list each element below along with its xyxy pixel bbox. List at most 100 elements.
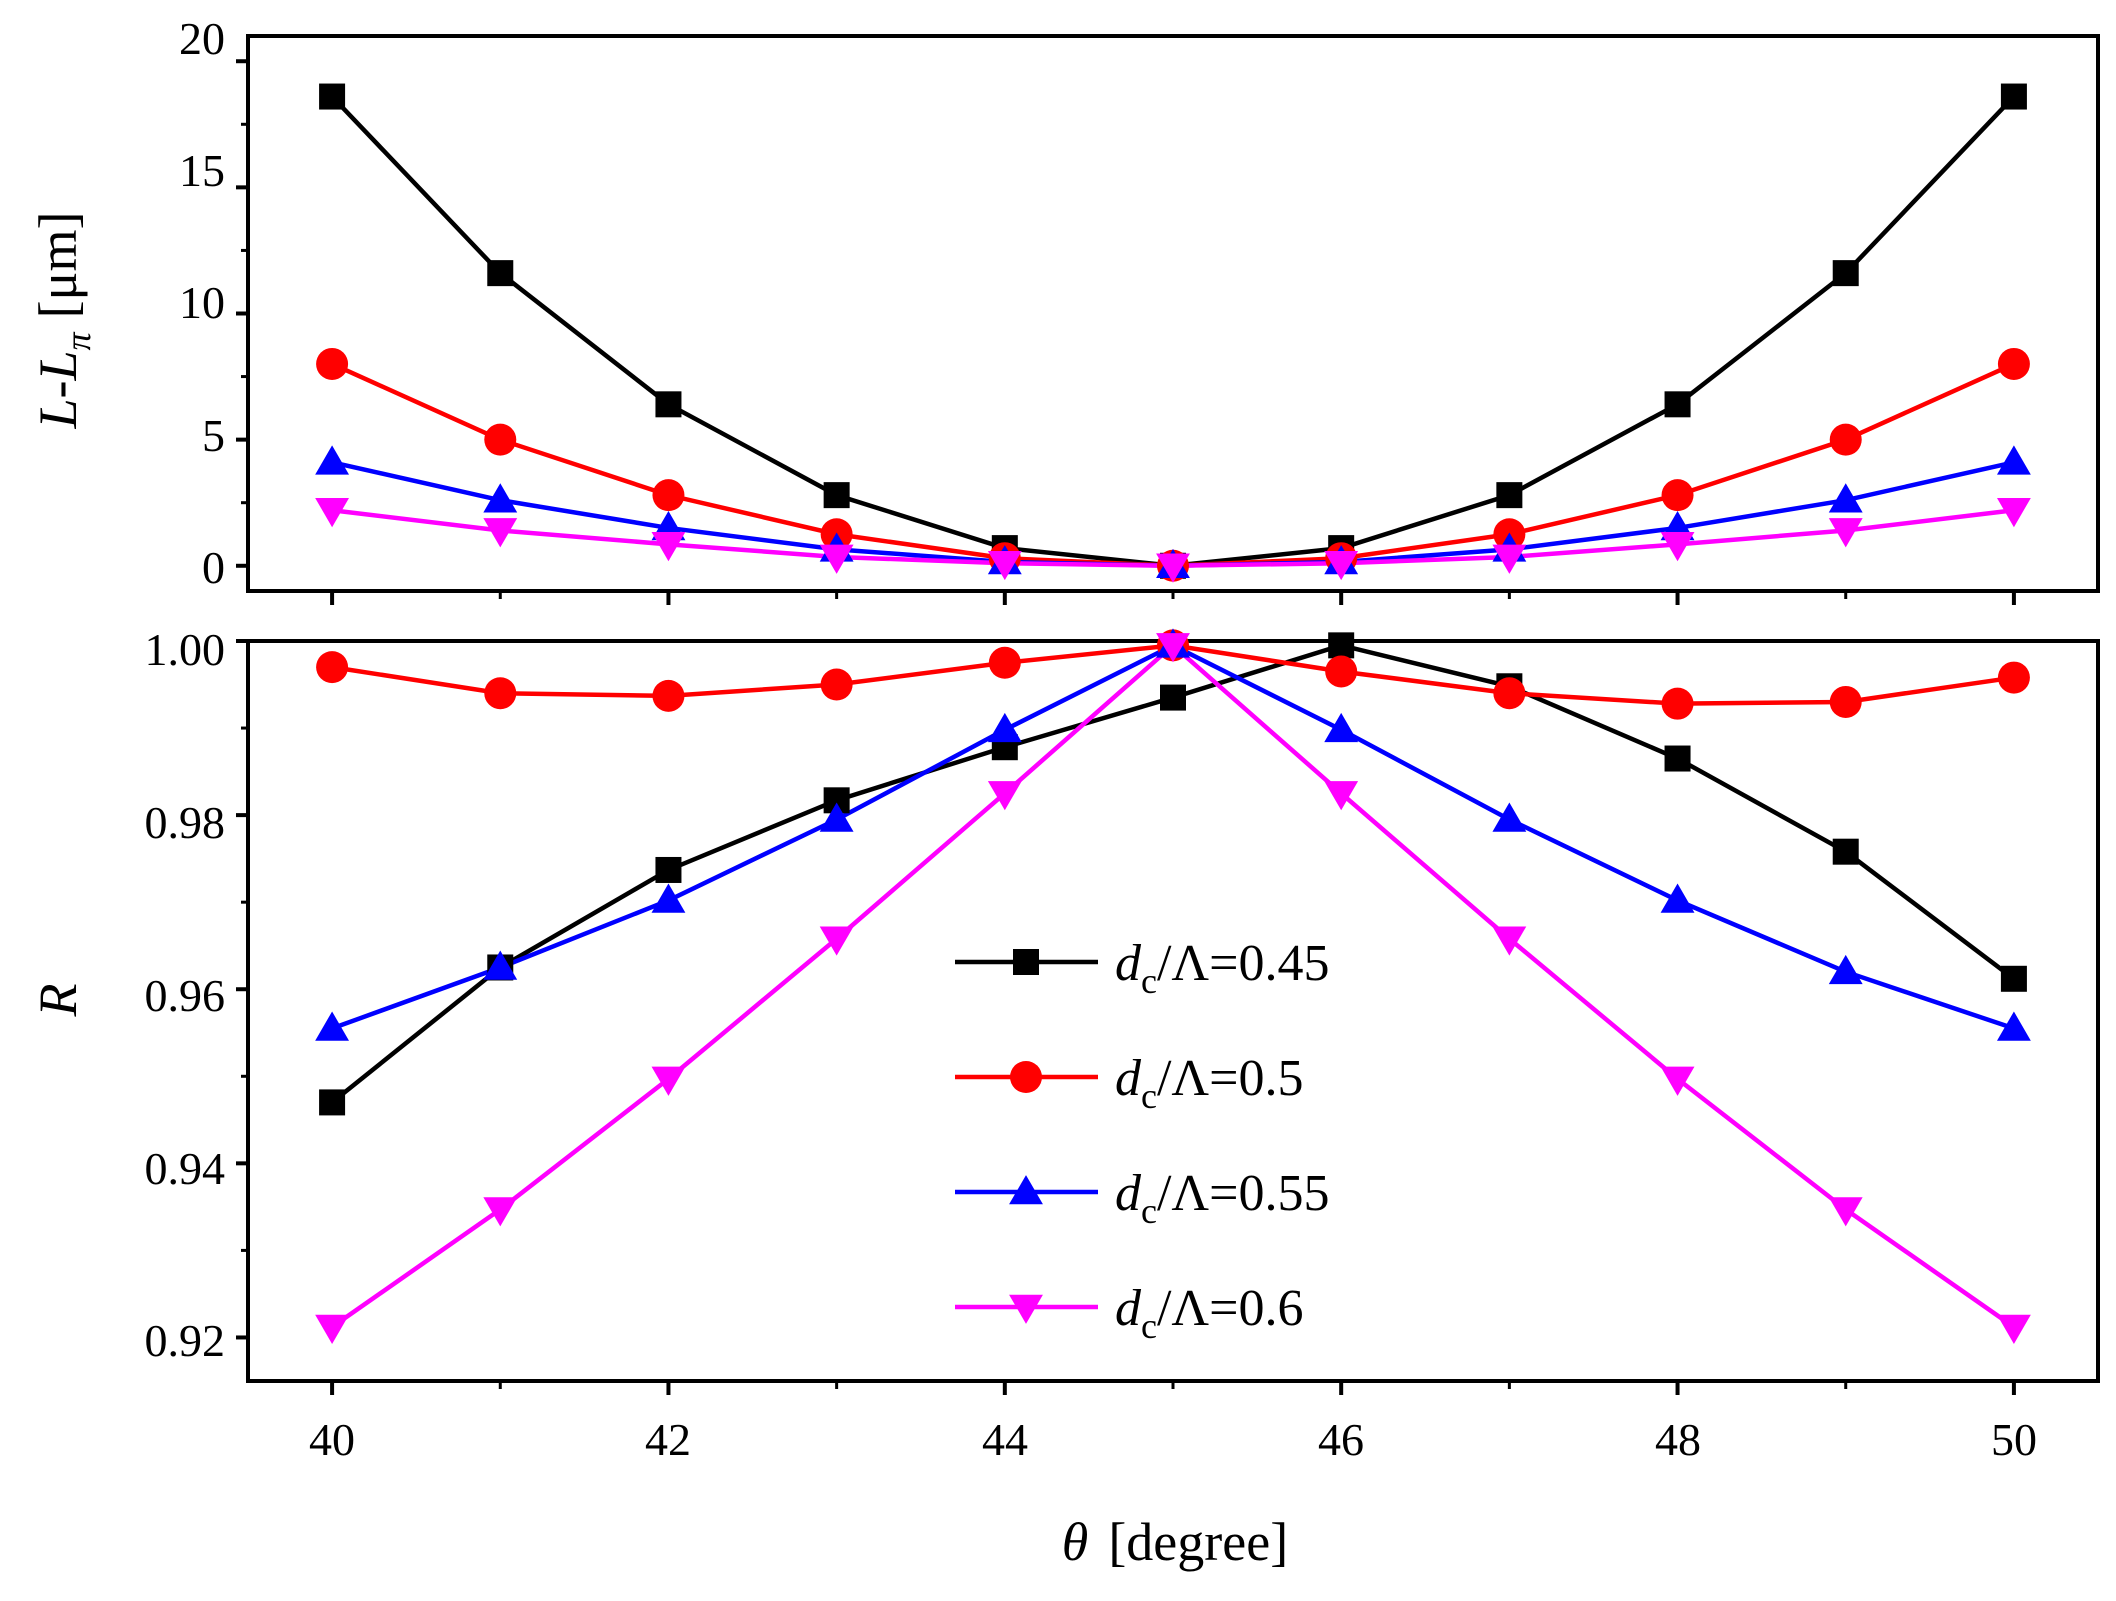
- panel-1-series-3-point-4: [987, 781, 1022, 811]
- panel-1-series-3-point-5: [1156, 633, 1190, 663]
- panel-1-series-3-point-9: [1828, 1197, 1863, 1227]
- top-y-axis-title-unit: [μm]: [28, 211, 88, 318]
- legend-symbol-0.6: [955, 1294, 1098, 1324]
- panel-0-series-3-point-0: [315, 497, 350, 528]
- panel-0-series-0-point-3: [823, 482, 850, 509]
- top-panel: 0 5 10 15 20 L-Lπ [μm]: [28, 13, 2100, 605]
- panel-1-series-0-point-9: [1832, 838, 1859, 865]
- panel-1-series-1-point-7: [1493, 677, 1526, 710]
- top-y-tick-label-20: 20: [179, 13, 225, 64]
- x-tick-label-44: 44: [982, 1414, 1028, 1465]
- panel-1-series-2-point-0: [315, 1011, 350, 1041]
- x-axis-title: θ [degree]: [1062, 1512, 1288, 1572]
- legend-label-0.6-sub: c: [1141, 1306, 1157, 1346]
- panel-1-series-1-point-3: [820, 668, 853, 701]
- panel-0-series-line-0: [330, 94, 2016, 569]
- panel-1-series-3-point-3: [819, 926, 854, 956]
- panel-0-series-2-point-0: [315, 445, 350, 475]
- panel-1-series-1-point-4: [988, 646, 1021, 679]
- panel-1-series-1-point-0: [316, 651, 349, 684]
- bottom-series-group: [315, 628, 2031, 1344]
- panel-0-series-0-point-9: [1832, 260, 1859, 287]
- legend-symbol-0.55: [955, 1175, 1098, 1205]
- panel-1-series-1-point-9: [1829, 685, 1862, 718]
- panel-1-series-3-point-1: [483, 1197, 518, 1227]
- panel-0-series-3-point-2: [651, 532, 686, 562]
- panel-0-series-3-point-8: [1660, 532, 1695, 562]
- x-axis-title-symbol: θ: [1062, 1512, 1089, 1572]
- panel-1-series-0-point-2: [655, 856, 682, 883]
- panel-1-series-3-point-6: [1324, 781, 1359, 811]
- legend-marker-2: [1009, 1175, 1043, 1205]
- panel-0-series-1-point-9: [1829, 423, 1862, 456]
- legend-label-0.5: dc/Λ=0.5: [1115, 1050, 1303, 1116]
- legend: dc/Λ=0.45 dc/Λ=0.5 dc/Λ=0.55 dc/Λ=0.6: [955, 935, 1329, 1346]
- legend-label-0.5-rest: /Λ=0.5: [1157, 1050, 1303, 1107]
- panel-1-series-2-point-1: [483, 950, 518, 980]
- legend-symbol-0.45: [955, 949, 1098, 975]
- bottom-plot-frame: [246, 639, 2100, 1383]
- legend-label-0.55-sub: c: [1141, 1191, 1157, 1231]
- legend-label-0.6: dc/Λ=0.6: [1115, 1280, 1303, 1346]
- panel-1-series-1-point-8: [1661, 687, 1694, 720]
- panel-1-series-2-point-3: [819, 802, 854, 832]
- panel-1-series-2-point-9: [1828, 954, 1863, 985]
- panel-1-series-1-point-1: [484, 677, 517, 710]
- legend-label-0.45-sub: c: [1141, 961, 1157, 1001]
- panel-0-series-0-point-7: [1496, 482, 1523, 509]
- panel-0-series-3-point-3: [819, 544, 854, 574]
- x-tick-label-50: 50: [1991, 1414, 2037, 1465]
- x-axis-title-unit: [degree]: [1108, 1512, 1288, 1572]
- panel-1-series-3-point-7: [1492, 926, 1527, 956]
- legend-label-0.45-rest: /Λ=0.45: [1157, 935, 1329, 992]
- panel-1-series-2-point-10: [1996, 1011, 2031, 1041]
- panel-1-series-2-point-6: [1324, 712, 1359, 743]
- legend-marker-1: [1010, 1061, 1042, 1093]
- top-y-tick-label-0: 0: [202, 542, 225, 593]
- panel-0-series-3-point-5: [1156, 553, 1190, 583]
- panel-0-series-2-point-10: [1996, 445, 2031, 475]
- panel-0-series-1-point-10: [1997, 347, 2030, 380]
- legend-label-0.6-rest: /Λ=0.6: [1157, 1280, 1303, 1337]
- bottom-y-axis-title: R: [28, 984, 88, 1018]
- top-y-tick-label-10: 10: [179, 277, 225, 328]
- panel-1-series-0-point-10: [2000, 965, 2027, 992]
- panel-1-series-1-point-2: [652, 679, 685, 712]
- bottom-ticks: [236, 639, 2016, 1395]
- bottom-y-tick-label-0.92: 0.92: [145, 1315, 226, 1366]
- top-y-tick-labels: 0 5 10 15 20: [179, 13, 225, 593]
- top-plot-frame: [246, 34, 2100, 593]
- bottom-y-tick-label-0.96: 0.96: [145, 970, 226, 1021]
- legend-symbol-0.5: [955, 1061, 1098, 1093]
- legend-label-0.55: dc/Λ=0.55: [1115, 1165, 1329, 1231]
- panel-1-series-2-point-8: [1660, 883, 1695, 913]
- panel-1-series-3-point-8: [1660, 1066, 1695, 1096]
- panel-1-series-3-point-0: [315, 1314, 350, 1344]
- x-tick-labels: 40 42 44 46 48 50: [309, 1414, 2037, 1465]
- panel-0-series-3-point-1: [483, 518, 518, 548]
- legend-label-0.5-sub: c: [1141, 1076, 1157, 1116]
- legend-entry-0.6: dc/Λ=0.6: [955, 1280, 1303, 1346]
- legend-label-0.55-rest: /Λ=0.55: [1157, 1165, 1329, 1222]
- panel-1-series-3-point-10: [1996, 1314, 2031, 1344]
- legend-entry-0.45: dc/Λ=0.45: [955, 935, 1329, 1001]
- top-y-ticks: [236, 59, 2016, 605]
- panel-1-series-0-point-8: [1664, 745, 1691, 772]
- bottom-y-tick-label-0.98: 0.98: [145, 797, 226, 848]
- panel-1-series-2-point-4: [987, 712, 1022, 743]
- panel-1-series-1-point-6: [1325, 655, 1358, 688]
- top-y-axis-title-main: L-L: [28, 350, 88, 429]
- panel-1-series-3-point-2: [651, 1066, 686, 1096]
- legend-entry-0.5: dc/Λ=0.5: [955, 1050, 1303, 1116]
- top-y-tick-label-5: 5: [202, 410, 225, 461]
- panel-0-series-0-point-8: [1664, 391, 1691, 418]
- x-tick-label-48: 48: [1655, 1414, 1701, 1465]
- panel-0-series-1-point-0: [316, 347, 349, 380]
- legend-marker-3: [1009, 1294, 1043, 1324]
- panel-0-series-0-point-10: [2000, 83, 2027, 110]
- top-series-group: [315, 83, 2031, 583]
- panel-0-series-1-point-8: [1661, 479, 1694, 512]
- bottom-y-tick-labels: 0.92 0.94 0.96 0.98 1.00: [145, 624, 226, 1366]
- bottom-y-tick-label-1.00: 1.00: [145, 624, 226, 675]
